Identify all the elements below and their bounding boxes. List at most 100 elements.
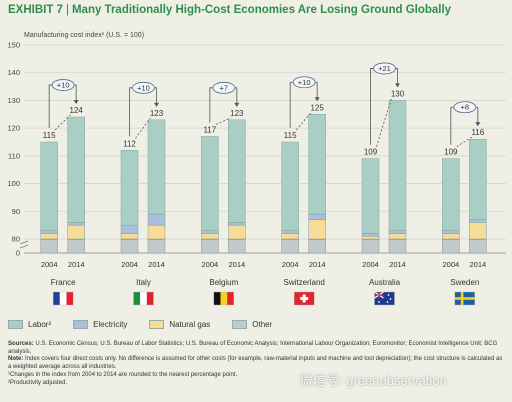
x-year-label: 2004 xyxy=(362,260,379,269)
bar-total-label: 125 xyxy=(310,103,324,112)
change-connector xyxy=(54,114,71,131)
country-label: Switzerland xyxy=(283,278,324,287)
change-arrow-line xyxy=(129,87,133,137)
change-badge xyxy=(373,62,396,75)
country-label: Italy xyxy=(136,278,151,287)
x-year-label: 2014 xyxy=(389,260,406,269)
change-arrow-line xyxy=(234,87,238,106)
change-connector xyxy=(215,117,231,125)
bar-total-label: 123 xyxy=(230,109,244,118)
bar-segment-natural-gas xyxy=(388,233,407,240)
bar-segment-natural-gas xyxy=(201,233,219,240)
bar-segment-labor xyxy=(442,158,460,231)
flag-switzerland xyxy=(293,291,315,306)
axis-break-mark xyxy=(19,244,29,249)
bar-segment-other xyxy=(361,239,380,254)
bar-segment-labor xyxy=(40,141,58,231)
x-year-label: 2014 xyxy=(228,260,245,269)
change-arrow-line xyxy=(154,87,157,106)
legend: Labor² Electricity Natural gas Other xyxy=(8,320,272,329)
bar-segment-electricity xyxy=(201,230,219,234)
y-axis-title: Manufacturing cost index¹ (U.S. = 100) xyxy=(24,32,144,39)
title-text: Many Traditionally High-Cost Economies A… xyxy=(71,4,452,16)
change-arrow-line xyxy=(450,106,454,145)
change-connector xyxy=(135,117,151,139)
legend-item-natural-gas: Natural gas xyxy=(149,320,210,329)
x-year-label: 2014 xyxy=(68,260,85,269)
bar-total-label: 112 xyxy=(123,139,136,148)
flag-belgium xyxy=(213,291,235,306)
legend-swatch xyxy=(232,320,248,329)
change-arrow-line xyxy=(475,106,479,126)
bar-total-label: 123 xyxy=(150,109,164,118)
x-year-label: 2014 xyxy=(469,260,486,269)
change-badge-label: +10 xyxy=(57,81,70,90)
flag-australia xyxy=(374,291,395,306)
bar-total-label: 109 xyxy=(364,148,378,157)
y-tick-label: 100 xyxy=(7,179,20,188)
bar-segment-electricity xyxy=(361,233,380,237)
bar-segment-other xyxy=(147,239,166,254)
bar-segment-electricity xyxy=(228,222,246,226)
bar-segment-natural-gas xyxy=(308,219,326,240)
flag-france xyxy=(52,291,74,306)
bar-segment-labor xyxy=(469,138,487,220)
bar-segment-natural-gas xyxy=(147,224,166,240)
bar-total-label: 115 xyxy=(284,131,297,140)
change-connector xyxy=(456,136,473,147)
change-arrow-head xyxy=(314,97,320,102)
bar-total-label: 109 xyxy=(444,148,458,157)
bar-segment-electricity xyxy=(469,219,487,223)
stacked-bar-chart: Manufacturing cost index¹ (U.S. = 100) 0 8… xyxy=(7,32,506,306)
change-badge xyxy=(212,81,236,94)
bar-segment-labor xyxy=(228,119,246,223)
bar-segment-other xyxy=(281,239,299,254)
y-tick-label: 130 xyxy=(7,96,20,105)
bar-segment-other xyxy=(228,239,246,254)
change-badge xyxy=(51,79,75,91)
bar-segment-other xyxy=(388,239,407,254)
bar-segment-electricity xyxy=(281,230,299,234)
note-text: Index covers four direct costs only. No … xyxy=(8,356,503,371)
bar-segment-labor xyxy=(120,150,139,226)
y-tick-label: 120 xyxy=(7,124,20,133)
legend-item-electricity: Electricity xyxy=(73,320,127,329)
title-separator: | xyxy=(65,4,69,16)
bar-segment-labor xyxy=(361,158,380,234)
bar-segment-electricity xyxy=(388,230,407,234)
country-label: France xyxy=(51,278,76,287)
bar-segment-natural-gas xyxy=(469,222,487,240)
bar-segment-natural-gas xyxy=(67,224,85,240)
change-arrow-line xyxy=(48,84,53,128)
change-badge-label: +10 xyxy=(298,78,311,87)
bar-segment-other xyxy=(67,239,85,254)
legend-swatch xyxy=(8,320,23,329)
bar-segment-electricity xyxy=(40,230,58,234)
change-arrow-head xyxy=(234,102,240,107)
bar-segment-labor xyxy=(67,116,85,223)
change-badge-label: +7 xyxy=(220,83,229,92)
exhibit-label: EXHIBIT 7 xyxy=(8,4,63,16)
x-year-label: 2004 xyxy=(442,260,459,269)
bar-segment-electricity xyxy=(442,230,460,234)
legend-label: Labor² xyxy=(28,320,52,329)
y-tick-label: 110 xyxy=(8,151,20,160)
bar-segment-electricity xyxy=(120,224,139,234)
bar-total-label: 124 xyxy=(69,106,83,115)
country-label: Sweden xyxy=(450,278,479,287)
bar-segment-other xyxy=(40,239,58,254)
change-arrow-line xyxy=(74,84,77,104)
legend-swatch xyxy=(149,320,165,329)
y-tick-label: 140 xyxy=(7,68,20,77)
bar-total-label: 116 xyxy=(471,128,484,137)
change-arrow-line xyxy=(289,81,294,128)
legend-label: Natural gas xyxy=(169,320,211,329)
change-badge xyxy=(453,101,477,114)
sources-label: Sources: xyxy=(8,341,34,347)
change-badge xyxy=(292,76,316,89)
y-tick-label: 150 xyxy=(7,41,20,50)
legend-label: Electricity xyxy=(93,320,128,329)
bar-segment-other xyxy=(442,239,460,254)
flag-italy xyxy=(133,291,154,306)
x-year-label: 2014 xyxy=(148,260,165,269)
